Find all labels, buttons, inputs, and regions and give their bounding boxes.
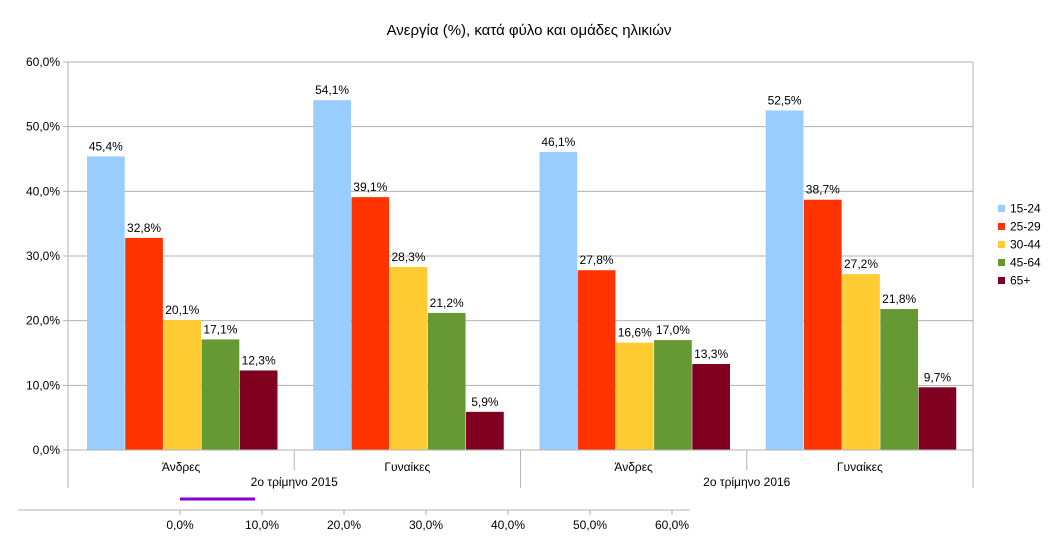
legend-swatch (998, 205, 1005, 212)
legend: 15-24 25-29 30-44 45-64 65+ (998, 202, 1041, 288)
bar-45-64 (427, 312, 466, 450)
bar-45-64 (654, 340, 692, 450)
data-label: 5,9% (471, 395, 499, 409)
legend-swatch (998, 259, 1005, 266)
chart-title: Ανεργία (%), κατά φύλο και ομάδες ηλικιώ… (387, 22, 672, 39)
bar-15-24 (87, 156, 125, 450)
data-label: 38,7% (806, 183, 840, 197)
y-tick-label: 50,0% (26, 120, 60, 134)
legend-label: 65+ (1010, 274, 1030, 288)
y-tick-label: 0,0% (33, 443, 61, 457)
bar-25-29 (351, 197, 390, 450)
secondary-tick-label: 10,0% (245, 518, 279, 532)
legend-label: 15-24 (1010, 202, 1041, 216)
y-tick-label: 20,0% (26, 314, 60, 328)
data-label: 27,8% (580, 253, 614, 267)
bar-45-64 (201, 339, 240, 450)
bar-65+ (239, 370, 278, 450)
secondary-tick-label: 20,0% (327, 518, 361, 532)
data-label: 45,4% (89, 139, 123, 153)
data-label: 9,7% (924, 370, 952, 384)
secondary-tick-label: 60,0% (655, 518, 689, 532)
secondary-axis: 0,0% 10,0% 20,0% 30,0% 40,0% 50,0% 60,0% (18, 497, 690, 532)
legend-label: 45-64 (1010, 256, 1041, 270)
y-tick-label: 40,0% (26, 184, 60, 198)
bar-25-29 (125, 237, 163, 450)
data-label: 20,1% (165, 303, 199, 317)
category-label: Γυναίκες (837, 460, 883, 474)
bar-25-29 (803, 199, 842, 450)
data-label: 54,1% (315, 83, 349, 97)
bar-30-44 (615, 342, 654, 450)
data-label: 32,8% (127, 221, 161, 235)
data-label: 17,1% (203, 322, 237, 336)
bar-15-24 (539, 151, 578, 451)
bar-45-64 (880, 309, 919, 450)
category-label: Γυναίκες (384, 460, 430, 474)
data-label: 21,2% (430, 296, 464, 310)
data-label: 39,1% (353, 180, 387, 194)
category-label: Άνδρες (614, 460, 653, 474)
data-label: 28,3% (391, 250, 425, 264)
data-label: 12,3% (242, 353, 276, 367)
bar-30-44 (389, 266, 428, 450)
y-tick-label: 60,0% (26, 55, 60, 69)
bar-65+ (918, 387, 957, 450)
bar-15-24 (765, 110, 804, 450)
data-label: 16,6% (618, 326, 652, 340)
legend-label: 30-44 (1010, 238, 1041, 252)
bar-65+ (466, 411, 504, 450)
legend-swatch (998, 277, 1005, 284)
secondary-tick-label: 30,0% (409, 518, 443, 532)
category-label: Άνδρες (162, 460, 201, 474)
y-axis: 0,0% 10,0% 20,0% 30,0% 40,0% 50,0% 60,0% (26, 55, 69, 457)
bar-30-44 (163, 320, 202, 450)
secondary-tick-label: 50,0% (573, 518, 607, 532)
secondary-tick-label: 0,0% (166, 518, 194, 532)
bar-25-29 (577, 270, 616, 450)
y-tick-label: 10,0% (26, 378, 60, 392)
bar-30-44 (842, 274, 880, 450)
data-label: 17,0% (656, 323, 690, 337)
bars: 45,4% 32,8% 20,1% 17,1% 12,3% 54,1% 39,1% 28,3%… (87, 83, 957, 451)
y-tick-label: 30,0% (26, 249, 60, 263)
data-label: 46,1% (541, 135, 575, 149)
group-label: 2ο τρίμηνο 2016 (703, 475, 791, 489)
legend-label: 25-29 (1010, 220, 1041, 234)
data-label: 21,8% (882, 292, 916, 306)
x-axis: Άνδρες Γυναίκες Άνδρες Γυναίκες 2ο τρίμηνο 2… (67, 449, 974, 489)
data-label: 27,2% (844, 257, 878, 271)
legend-swatch (998, 223, 1005, 230)
secondary-tick-label: 40,0% (491, 518, 525, 532)
group-label: 2ο τρίμηνο 2015 (251, 475, 339, 489)
bar-65+ (692, 363, 730, 450)
bar-15-24 (313, 100, 351, 451)
data-label: 13,3% (694, 347, 728, 361)
data-label: 52,5% (768, 94, 802, 108)
legend-swatch (998, 241, 1005, 248)
